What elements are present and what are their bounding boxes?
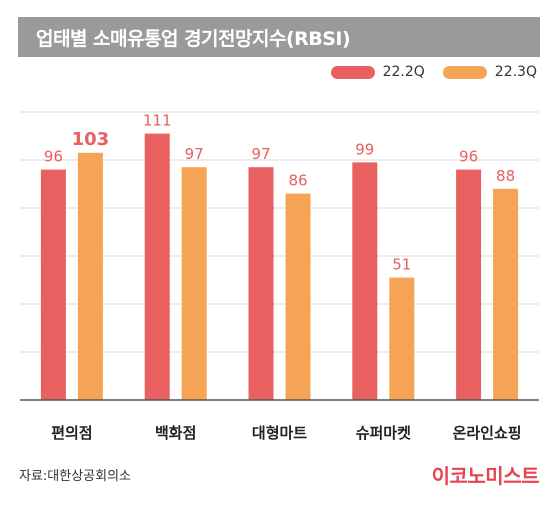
brand-logo: 이코노미스트 (431, 464, 540, 488)
bar-2-1 (77, 152, 103, 400)
source-note: 자료:대한상공회의소 (19, 469, 132, 484)
data-label-2-3: 86 (288, 172, 307, 190)
bar-2-2 (181, 167, 207, 400)
data-label-2-4: 51 (392, 256, 411, 274)
bar-1-2 (144, 133, 170, 400)
legend-item-series-2: 22.3Q (442, 64, 537, 80)
bar-1-1 (40, 169, 66, 400)
legend-label-series-1: 22.2Q (382, 64, 425, 80)
legend-swatch-series-2 (442, 65, 487, 79)
category-label-5: 온라인쇼핑 (453, 424, 522, 442)
data-label-1-5: 96 (459, 148, 478, 166)
legend-swatch-series-1 (330, 65, 375, 79)
legend: 22.2Q 22.3Q (321, 64, 537, 80)
data-label-1-2: 111 (143, 112, 172, 130)
bar-2-4 (389, 277, 415, 400)
data-label-2-2: 97 (185, 145, 204, 163)
category-label-4: 슈퍼마켓 (356, 424, 411, 442)
legend-item-series-1: 22.2Q (330, 64, 425, 80)
category-label-1: 편의점 (51, 424, 92, 442)
data-label-2-5: 88 (496, 167, 515, 185)
category-label-2: 백화점 (155, 424, 196, 442)
bar-1-3 (248, 167, 274, 400)
bar-1-5 (456, 169, 482, 400)
chart-title: 업태별 소매유통업 경기전망지수(RBSI) (18, 17, 540, 57)
bar-2-3 (285, 193, 311, 400)
category-label-3: 대형마트 (252, 424, 307, 442)
bar-2-5 (493, 188, 519, 400)
data-label-2-1: 103 (72, 129, 110, 150)
legend-label-series-2: 22.3Q (494, 64, 537, 80)
bar-1-4 (352, 162, 378, 400)
data-label-1-1: 96 (44, 148, 63, 166)
data-label-1-3: 97 (251, 145, 270, 163)
data-label-1-4: 99 (355, 140, 374, 158)
